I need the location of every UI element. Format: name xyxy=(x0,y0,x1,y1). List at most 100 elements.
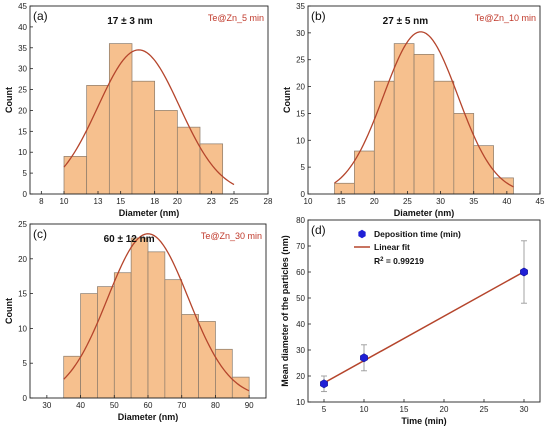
y-tick-label: 80 xyxy=(296,216,305,225)
x-tick-label: 60 xyxy=(144,401,153,410)
y-tick-label: 30 xyxy=(296,346,305,355)
data-point-marker xyxy=(360,353,368,363)
panel-letter: (b) xyxy=(311,9,326,23)
sample-label: Te@Zn_30 min xyxy=(201,231,262,241)
histogram-bar xyxy=(373,80,395,195)
y-tick-label: 15 xyxy=(296,109,305,118)
y-tick-label: 20 xyxy=(18,106,27,115)
y-tick-label: 50 xyxy=(296,294,305,303)
error-bars xyxy=(321,240,527,393)
y-axis-ticks: 10 20 30 40 50 60 70 80 xyxy=(296,216,311,407)
y-axis-ticks: 0 5 10 15 20 25 30 35 40 45 xyxy=(18,2,33,199)
y-tick-label: 25 xyxy=(296,56,305,65)
y-tick-label: 10 xyxy=(296,136,305,145)
y-axis-label: Mean diameter of the particles (nm) xyxy=(280,235,290,387)
linear-fit-line xyxy=(323,271,525,384)
x-tick-label: 10 xyxy=(360,405,369,414)
x-tick-label: 10 xyxy=(60,197,69,206)
x-tick-label: 30 xyxy=(42,401,51,410)
plot-frame xyxy=(29,5,269,195)
y-tick-label: 60 xyxy=(296,268,305,277)
histogram-bar xyxy=(131,80,156,195)
x-axis-ticks: 30 40 50 60 70 80 90 xyxy=(42,395,254,410)
histogram-bar xyxy=(176,126,201,195)
histogram-bar xyxy=(164,279,183,399)
x-tick-label: 15 xyxy=(337,197,346,206)
x-tick-label: 20 xyxy=(370,197,379,206)
plot-frame xyxy=(307,5,541,195)
histogram-bar xyxy=(113,272,132,399)
x-tick-label: 13 xyxy=(94,197,103,206)
x-tick-label: 40 xyxy=(502,197,511,206)
x-tick-label: 8 xyxy=(39,197,44,206)
histogram-bar xyxy=(231,376,250,399)
y-tick-label: 15 xyxy=(18,290,27,299)
x-tick-label: 70 xyxy=(177,401,186,410)
y-axis-label: Count xyxy=(282,87,292,113)
x-tick-label: 20 xyxy=(173,197,182,206)
x-tick-label: 80 xyxy=(211,401,220,410)
y-tick-label: 25 xyxy=(18,86,27,95)
y-axis-label: Count xyxy=(4,298,14,324)
mean-size-annotation: 27 ± 5 nm xyxy=(383,16,429,27)
y-tick-label: 10 xyxy=(296,398,305,407)
histogram-bar xyxy=(198,321,216,399)
legend-series-label: Deposition time (min) xyxy=(374,229,461,239)
y-axis-ticks: 0 5 10 15 20 25 xyxy=(18,220,33,403)
panel-letter: (d) xyxy=(311,223,326,237)
y-tick-label: 20 xyxy=(296,83,305,92)
x-tick-label: 30 xyxy=(520,405,529,414)
histogram-bar xyxy=(181,314,199,399)
histogram-bar xyxy=(80,293,98,399)
histogram-bar xyxy=(154,110,178,195)
y-axis-label: Count xyxy=(4,87,14,113)
sample-label: Te@Zn_5 min xyxy=(208,13,264,23)
x-tick-label: 25 xyxy=(230,197,239,206)
histogram-bars xyxy=(334,43,514,195)
gaussian-fit-curve xyxy=(334,31,514,188)
legend-fit-label: Linear fit xyxy=(374,242,410,252)
x-tick-label: 50 xyxy=(110,401,119,410)
x-axis-label: Diameter (nm) xyxy=(119,208,180,218)
x-tick-label: 20 xyxy=(440,405,449,414)
x-tick-label: 23 xyxy=(207,197,216,206)
y-tick-label: 5 xyxy=(23,169,28,178)
panel-letter: (c) xyxy=(33,227,47,241)
histogram-bar xyxy=(130,237,149,399)
histogram-bar xyxy=(334,182,355,195)
panel-a-histogram: 8 10 13 15 18 20 23 25 28 0 5 10 15 20 25 30 35 40 45 Dia… xyxy=(4,2,273,218)
mean-size-annotation: 17 ± 3 nm xyxy=(107,16,153,27)
histogram-bar xyxy=(453,113,475,195)
y-axis-ticks: 0 5 10 15 20 25 30 35 xyxy=(296,2,311,199)
histogram-bar xyxy=(354,150,375,195)
y-tick-label: 5 xyxy=(23,359,28,368)
x-tick-label: 5 xyxy=(322,405,327,414)
x-tick-label: 45 xyxy=(536,197,545,206)
panel-letter: (a) xyxy=(33,9,48,23)
y-tick-label: 20 xyxy=(18,255,27,264)
y-tick-label: 40 xyxy=(296,320,305,329)
gaussian-fit-curve xyxy=(63,233,250,392)
x-axis-label: Time (min) xyxy=(401,416,446,426)
legend: Deposition time (min) Linear fit R2 = 0.… xyxy=(354,229,461,266)
x-axis-label: Diameter (nm) xyxy=(394,208,455,218)
y-tick-label: 30 xyxy=(296,29,305,38)
r-squared-label: R2 = 0.99219 xyxy=(374,256,424,266)
y-tick-label: 40 xyxy=(18,23,27,32)
x-tick-label: 18 xyxy=(150,197,159,206)
histogram-bar xyxy=(86,85,110,195)
x-tick-label: 30 xyxy=(436,197,445,206)
histogram-bar xyxy=(413,53,435,195)
y-tick-label: 20 xyxy=(296,372,305,381)
mean-size-annotation: 60 ± 12 nm xyxy=(104,234,155,245)
x-tick-label: 35 xyxy=(469,197,478,206)
x-axis-label: Diameter (nm) xyxy=(118,412,179,422)
x-tick-label: 90 xyxy=(245,401,254,410)
x-tick-label: 25 xyxy=(480,405,489,414)
y-tick-label: 70 xyxy=(296,242,305,251)
x-tick-label: 15 xyxy=(116,197,125,206)
histogram-bar xyxy=(147,251,166,399)
y-tick-label: 15 xyxy=(18,127,27,136)
